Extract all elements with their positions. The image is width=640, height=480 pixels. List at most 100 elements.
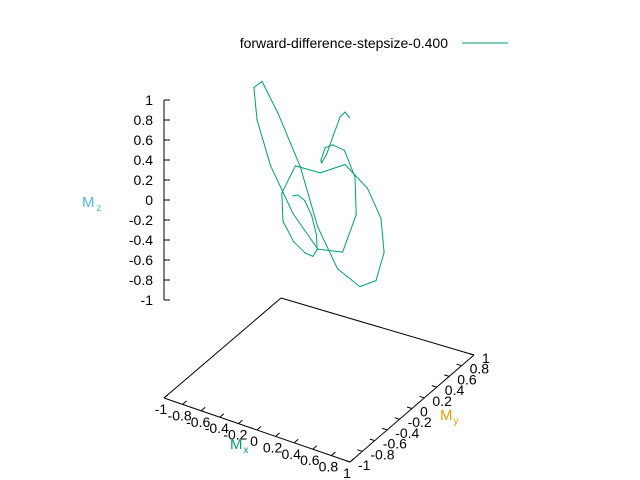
z-tick-label: 0.8 — [134, 112, 154, 128]
series-point — [312, 255, 314, 257]
y-tick-mark — [344, 460, 351, 463]
series-point — [256, 119, 258, 121]
base-axes: -1 -0.8-0.6-0.4-0.2 0 0.2 0.4 0.6 0.8 1 -1-0.8-… — [155, 297, 490, 480]
x-tick-mark — [293, 438, 299, 444]
series-point — [380, 217, 382, 219]
series-point — [354, 176, 356, 178]
series-point — [337, 268, 339, 270]
x-tick-marks — [163, 394, 355, 463]
x-tick-mark — [219, 413, 225, 418]
y-tick-mark — [419, 395, 425, 399]
x-tick-mark — [312, 445, 318, 450]
series-point — [344, 163, 346, 166]
z-tick-labels: 1 0.8 0.6 0.4 0.2 0 -0.2 -0.4 -0.6 -0.8 -1 — [129, 92, 170, 308]
series-point — [320, 159, 322, 161]
z-tick-label: -0.8 — [129, 272, 153, 288]
x-tick-mark — [182, 400, 187, 405]
series-point — [311, 214, 313, 216]
x-tick-label: -0.2 — [223, 427, 247, 443]
y-tick-label: 0.6 — [457, 371, 477, 387]
x-tick-mark — [331, 451, 336, 456]
z-tick-label: -0.4 — [129, 232, 153, 248]
series-point — [270, 165, 272, 167]
series-line — [253, 80, 385, 288]
y-tick-label: -1 — [358, 457, 371, 473]
y-tick-mark — [456, 363, 462, 367]
y-tick-label: 1 — [482, 350, 490, 366]
y-axis-label: My — [440, 407, 459, 427]
series-point — [348, 116, 350, 119]
z-tick-label: 0.6 — [134, 132, 154, 148]
y-tick-mark — [406, 406, 413, 409]
x-tick-label: -0.6 — [186, 414, 210, 430]
legend: forward-difference-stepsize-0.400 — [240, 35, 508, 51]
series-point — [320, 162, 323, 164]
y-tick-label: -0.2 — [408, 414, 432, 430]
series-point — [294, 165, 296, 167]
z-tick-label: -1 — [141, 292, 154, 308]
series-point — [317, 226, 319, 228]
series-point — [344, 111, 346, 113]
series-point — [277, 112, 279, 114]
series-point — [281, 192, 283, 194]
y-tick-label: 0.8 — [470, 361, 490, 377]
x-tick-mark — [163, 394, 169, 399]
x-tick-label: 0.6 — [300, 452, 320, 468]
floor-back-left — [163, 297, 282, 399]
series-point — [261, 80, 263, 82]
series-point — [343, 149, 345, 151]
z-tick-label: -0.2 — [129, 212, 153, 228]
y-tick-label: 0.4 — [445, 382, 465, 398]
z-tick-label: 0.4 — [134, 152, 154, 168]
series-point — [366, 187, 368, 189]
series-point — [359, 286, 361, 288]
series-point — [339, 116, 341, 118]
x-tick-label: -0.4 — [205, 420, 229, 436]
x-tick-mark — [200, 406, 206, 412]
series-point — [325, 154, 327, 156]
series-point — [299, 166, 301, 168]
y-tick-label: -0.6 — [383, 436, 407, 452]
series-point — [317, 248, 319, 250]
x-tick-labels: -1 -0.8-0.6-0.4-0.2 0 0.2 0.4 0.6 0.8 1 — [155, 401, 351, 480]
series-point — [282, 220, 284, 222]
legend-label: forward-difference-stepsize-0.400 — [240, 35, 449, 51]
x-tick-label: 0.4 — [281, 446, 301, 462]
y-tick-label: 0 — [420, 404, 428, 420]
series-point — [342, 251, 344, 253]
x-tick-label: 0 — [250, 433, 258, 449]
y-tick-label: 0.2 — [432, 393, 452, 409]
x-tick-label: 1 — [343, 465, 351, 480]
series-point — [332, 144, 334, 146]
x-tick-label: -1 — [155, 401, 168, 417]
z-tick-label: 0 — [145, 192, 153, 208]
x-tick-label: -0.8 — [168, 407, 192, 423]
y-tick-label: -0.4 — [395, 425, 419, 441]
series-point — [292, 212, 294, 215]
y-tick-labels: -1-0.8-0.6-0.4-0.200.20.40.60.81 — [358, 350, 490, 473]
series-point — [304, 252, 306, 254]
series-point — [315, 234, 318, 236]
y-tick-mark — [382, 427, 388, 431]
plot-area — [253, 80, 385, 288]
x-tick-mark — [275, 432, 280, 437]
y-tick-mark — [394, 417, 400, 420]
y-tick-mark — [444, 374, 450, 377]
x-axis-label: Mx — [230, 436, 249, 456]
x-tick-mark — [349, 458, 355, 463]
x-tick-mark — [256, 426, 262, 431]
y-tick-mark — [468, 353, 475, 356]
x-tick-label: 0.8 — [319, 459, 339, 475]
x-tick-mark — [238, 419, 243, 424]
z-tick-label: -0.6 — [129, 252, 153, 268]
series-point — [324, 147, 326, 149]
floor-back-right — [280, 297, 475, 356]
y-tick-mark — [357, 449, 363, 452]
y-tick-label: -0.8 — [370, 446, 394, 462]
series-point — [304, 199, 306, 202]
z-tick-label: 0.2 — [134, 172, 154, 188]
y-tick-mark — [431, 385, 437, 388]
